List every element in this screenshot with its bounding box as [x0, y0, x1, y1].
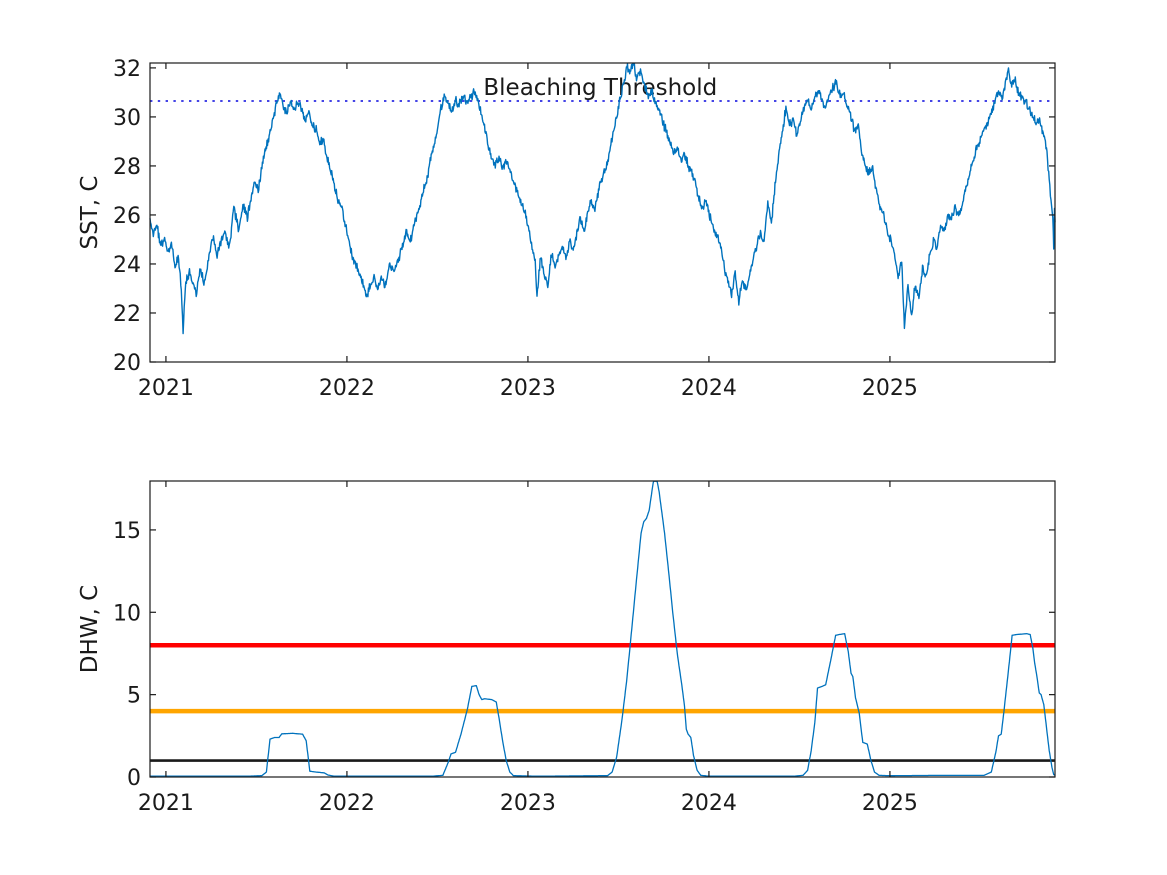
x-tick-label: 2025 — [862, 376, 918, 401]
y-tick-label: 32 — [113, 57, 141, 82]
x-tick-label: 2024 — [681, 791, 737, 816]
y-tick-label: 10 — [113, 601, 141, 626]
sst-series-line — [149, 62, 1056, 335]
dhw-subplot-ylabel: DHW, C — [77, 585, 103, 673]
y-tick-label: 24 — [113, 253, 141, 278]
x-tick-label: 2022 — [319, 791, 375, 816]
y-tick-label: 0 — [127, 766, 141, 791]
sst-subplot-ylabel: SST, C — [77, 176, 103, 250]
x-tick-label: 2021 — [138, 376, 194, 401]
y-tick-label: 26 — [113, 204, 141, 229]
y-tick-label: 5 — [127, 684, 141, 709]
x-tick-label: 2021 — [138, 791, 194, 816]
y-tick-label: 15 — [113, 519, 141, 544]
x-tick-label: 2024 — [681, 376, 737, 401]
y-tick-label: 28 — [113, 155, 141, 180]
y-tick-label: 20 — [113, 351, 141, 376]
sst-subplot-axes-box — [149, 62, 1056, 363]
dhw-subplot-axes-box — [149, 480, 1056, 778]
dhw-series-line — [149, 480, 1056, 777]
x-tick-label: 2025 — [862, 791, 918, 816]
y-tick-label: 22 — [113, 302, 141, 327]
x-tick-label: 2023 — [500, 791, 556, 816]
dhw-subplot: 2021 2022 2023 2024 2025 0 5 10 15 DHW, C — [77, 480, 1056, 816]
x-tick-label: 2023 — [500, 376, 556, 401]
bleaching-threshold-label: Bleaching Threshold — [483, 75, 717, 101]
x-tick-label: 2022 — [319, 376, 375, 401]
y-tick-label: 30 — [113, 106, 141, 131]
